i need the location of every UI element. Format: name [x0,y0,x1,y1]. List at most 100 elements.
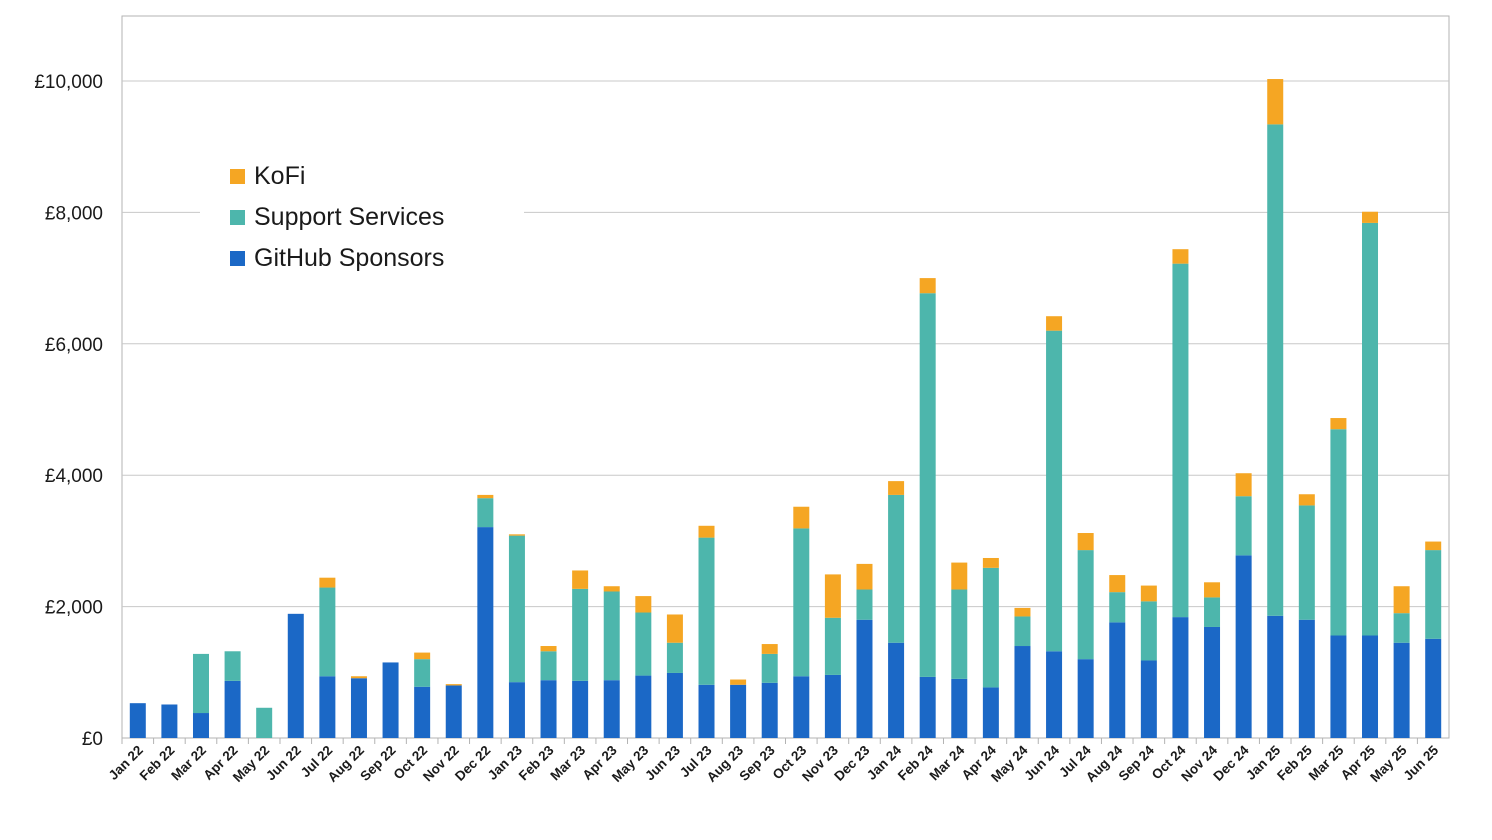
bar-support-services [319,587,336,677]
bar-github-sponsors [1235,555,1252,738]
bar-github-sponsors [319,676,336,738]
bar-support-services [224,651,241,681]
legend-item-kofi: KoFi [230,156,524,197]
bar-github-sponsors [1267,615,1284,738]
x-tick-label: Dec 24 [1210,742,1252,784]
bar-github-sponsors [1014,646,1031,738]
plot-area [121,15,1450,739]
bar-github-sponsors [793,676,810,738]
bar-kofi [1140,585,1157,602]
x-tick-label: Dec 23 [831,742,873,784]
bar-support-services [824,617,841,675]
bar-github-sponsors [919,676,936,738]
x-tick-label: Aug 23 [704,742,747,785]
y-tick-label: £0 [82,729,103,750]
bar-kofi [793,506,810,529]
legend-label-kofi: KoFi [254,162,306,190]
x-tick-label: Mar 22 [168,743,209,784]
bar-github-sponsors [1425,638,1442,738]
bar-kofi [540,646,557,652]
bar-github-sponsors [1140,660,1157,738]
bar-github-sponsors [1330,635,1347,738]
bars [129,79,1442,738]
x-tick-label: Jun 23 [642,742,683,783]
bar-github-sponsors [192,713,209,738]
bar-support-services [477,498,494,528]
bar-support-services [919,293,936,677]
legend-item-support-services: Support Services [230,197,524,238]
bar-support-services [1425,550,1442,639]
bar-support-services [1235,496,1252,556]
bar-support-services [414,659,431,687]
bar-kofi [635,596,652,613]
bar-kofi [730,679,747,685]
bar-github-sponsors [698,684,715,738]
bar-github-sponsors [540,680,557,738]
legend-swatch-support-services [230,210,245,225]
bar-support-services [1267,124,1284,616]
bar-kofi [1077,533,1094,551]
x-tick-label: Jun 22 [263,743,304,784]
bar-kofi [856,563,873,590]
bar-support-services [572,588,589,681]
bar-github-sponsors [1109,622,1126,738]
bar-support-services [1204,597,1221,627]
bar-kofi [951,562,968,590]
bar-kofi [982,557,999,568]
bar-kofi [1109,575,1126,593]
bar-kofi [1362,211,1379,223]
bar-github-sponsors [761,682,778,738]
bar-support-services [793,528,810,677]
bar-support-services [1393,613,1410,643]
x-tick-label: Jun 25 [1400,742,1441,783]
x-tick-label: May 25 [1367,742,1410,785]
bar-support-services [1330,429,1347,636]
bar-support-services [856,589,873,620]
bar-kofi [1235,473,1252,497]
bar-support-services [1172,263,1189,618]
bar-github-sponsors [635,675,652,738]
bar-kofi [1267,79,1284,125]
bar-support-services [666,642,683,673]
bar-kofi [350,676,367,679]
bar-kofi [414,652,431,660]
bar-github-sponsors [1298,619,1315,738]
bar-kofi [1204,582,1221,598]
bar-kofi [824,574,841,618]
bar-github-sponsors [1393,642,1410,738]
x-tick-label: Dec 22 [452,743,493,784]
bar-support-services [1140,601,1157,661]
bar-github-sponsors [730,684,747,738]
bar-github-sponsors [1046,651,1063,738]
bar-support-services [951,589,968,679]
y-tick-label: £6,000 [45,335,103,356]
bar-support-services [1109,592,1126,623]
bar-github-sponsors [445,685,462,738]
x-tick-label: May 23 [609,742,652,785]
bar-github-sponsors [603,680,620,738]
bar-kofi [1330,418,1347,430]
legend-item-github-sponsors: GitHub Sponsors [230,238,524,279]
bar-github-sponsors [856,619,873,738]
bar-support-services [603,591,620,681]
bar-support-services [982,567,999,688]
x-tick-label: Mar 23 [547,742,588,783]
bar-github-sponsors [414,686,431,738]
bar-kofi [888,481,905,495]
bar-github-sponsors [951,678,968,738]
bar-github-sponsors [572,680,589,738]
bar-kofi [1172,249,1189,264]
y-tick-label: £2,000 [45,598,103,619]
bar-support-services [761,653,778,683]
bar-support-services [256,707,273,738]
bar-kofi [477,494,494,499]
bar-kofi [1393,586,1410,614]
bar-support-services [540,651,557,681]
bar-support-services [508,535,525,683]
bar-github-sponsors [1204,626,1221,738]
y-tick-label: £4,000 [45,466,103,487]
bar-support-services [1014,616,1031,647]
legend-swatch-github-sponsors [230,251,245,266]
bar-kofi [603,586,620,592]
